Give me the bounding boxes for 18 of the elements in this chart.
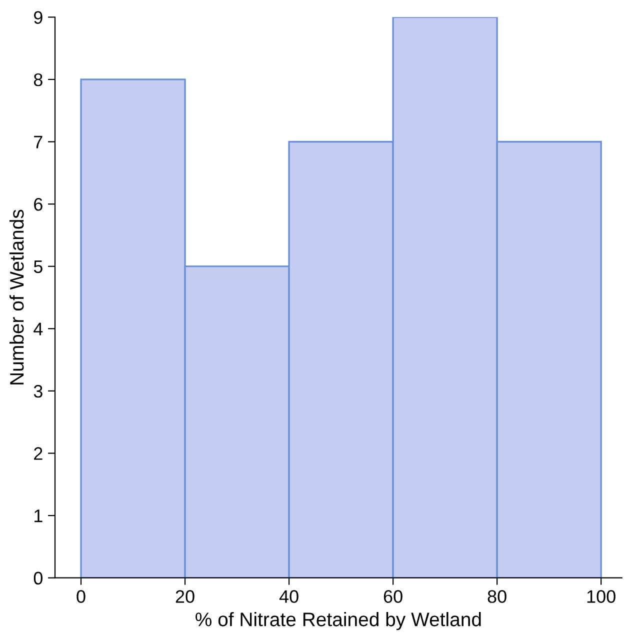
y-axis-title: Number of Wetlands — [9, 210, 24, 384]
x-tick-label: 20 — [176, 590, 194, 603]
y-tick-label: 1 — [34, 510, 42, 522]
x-tick-label: 100 — [587, 590, 616, 603]
y-tick-label: 0 — [34, 572, 42, 585]
y-tick-label: 8 — [34, 73, 42, 86]
y-tick-label: 4 — [34, 322, 43, 336]
x-tick-label: 0 — [76, 590, 86, 603]
y-tick-label: 3 — [34, 384, 42, 398]
y-tick-label: 2 — [34, 447, 42, 460]
x-tick-label: 80 — [488, 590, 506, 603]
x-tick-label: 60 — [384, 590, 402, 603]
y-tick-label: 9 — [34, 11, 42, 24]
y-tick-label: 7 — [34, 136, 42, 148]
x-axis-title: % of Nitrate Retained by Wetland — [196, 612, 481, 630]
y-tick-label: 5 — [34, 260, 42, 274]
y-tick-label: 6 — [34, 198, 42, 211]
x-tick-label: 40 — [279, 590, 298, 603]
